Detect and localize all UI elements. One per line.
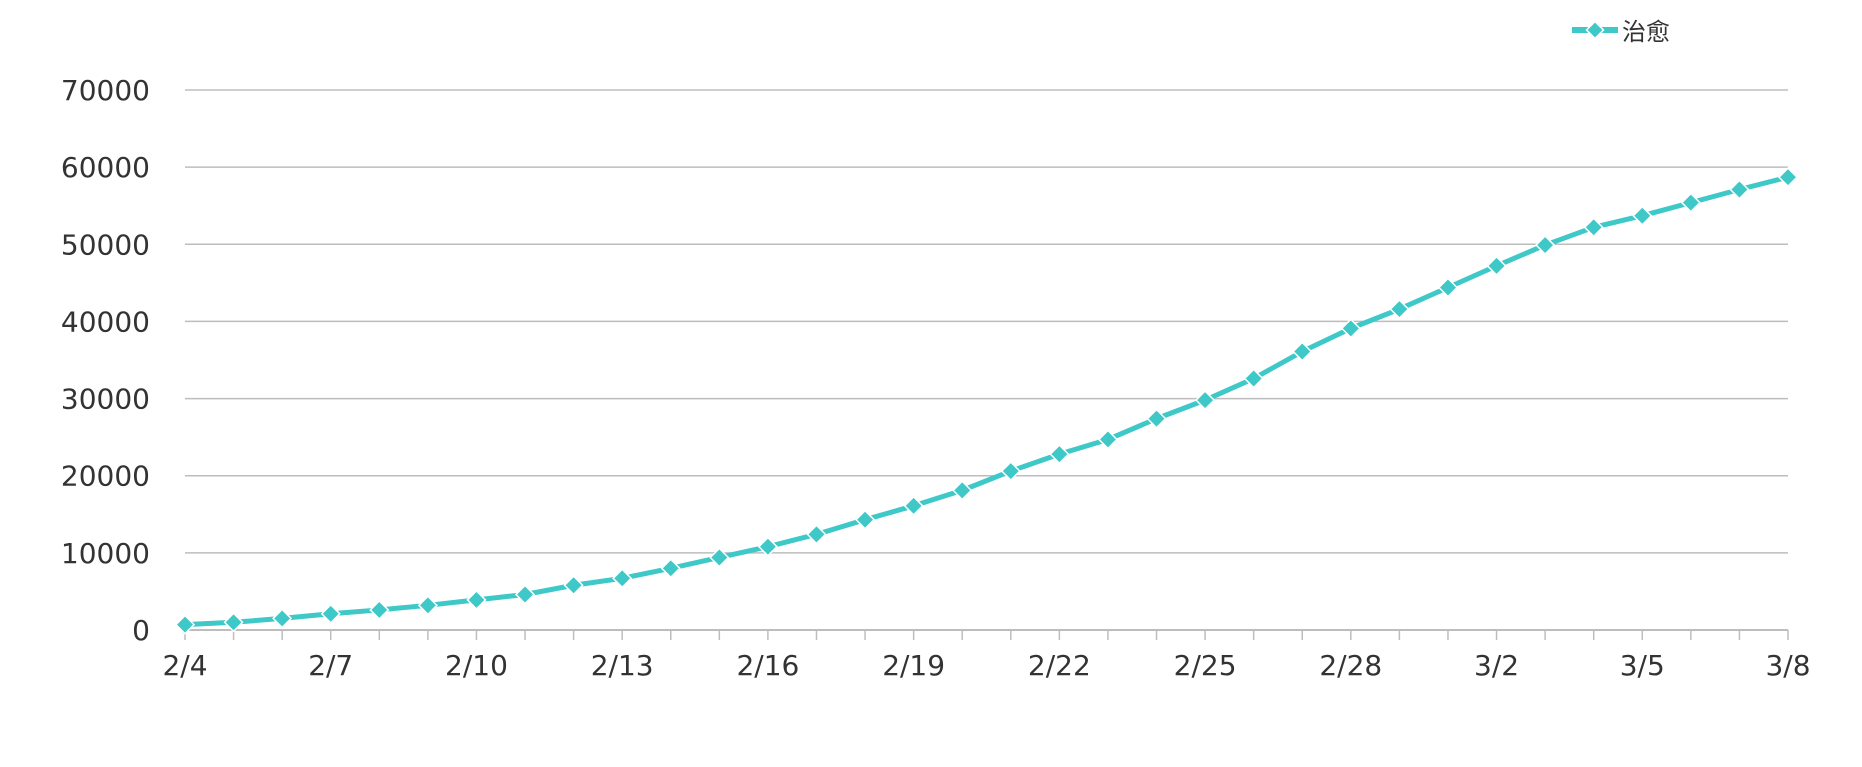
data-point-marker xyxy=(903,495,924,516)
data-point-marker xyxy=(757,536,778,557)
x-tick-label: 2/4 xyxy=(162,649,207,682)
data-point-marker xyxy=(1292,341,1313,362)
x-tick-label: 3/2 xyxy=(1474,649,1519,682)
x-tick-label: 2/7 xyxy=(308,649,353,682)
data-point-marker xyxy=(563,575,584,596)
data-point-marker xyxy=(1097,429,1119,450)
y-tick-label: 40000 xyxy=(61,305,150,338)
x-tick-label: 2/10 xyxy=(445,649,508,682)
y-tick-label: 70000 xyxy=(61,74,150,107)
data-point-marker xyxy=(1146,408,1167,429)
data-point-marker xyxy=(174,614,196,635)
x-tick-label: 2/25 xyxy=(1174,649,1237,682)
data-point-marker xyxy=(320,603,341,624)
data-point-marker xyxy=(1486,255,1507,276)
data-point-marker xyxy=(1583,217,1604,238)
data-point-marker xyxy=(466,589,487,610)
chart-legend: 治愈 xyxy=(1572,12,1670,47)
data-point-marker xyxy=(1680,192,1701,213)
data-point-marker xyxy=(369,599,390,621)
legend-swatch-icon xyxy=(1572,19,1618,40)
y-tick-label: 50000 xyxy=(61,228,150,261)
data-point-marker xyxy=(855,509,876,530)
y-tick-label: 60000 xyxy=(61,151,150,184)
data-point-marker xyxy=(1632,205,1653,226)
legend-label: 治愈 xyxy=(1622,18,1670,46)
data-point-marker xyxy=(1535,234,1556,256)
data-point-marker xyxy=(514,584,536,605)
data-point-marker xyxy=(806,524,827,545)
data-point-marker xyxy=(1340,318,1361,339)
data-point-marker xyxy=(1000,461,1021,482)
y-tick-label: 30000 xyxy=(61,383,150,416)
data-point-marker xyxy=(1729,179,1750,200)
x-tick-label: 2/13 xyxy=(591,649,654,682)
y-tick-label: 20000 xyxy=(61,460,150,493)
data-point-marker xyxy=(660,558,681,579)
x-tick-label: 3/8 xyxy=(1765,649,1810,682)
data-point-marker xyxy=(1777,167,1799,188)
data-point-marker xyxy=(1243,368,1264,389)
y-tick-label: 0 xyxy=(132,614,150,647)
data-point-marker xyxy=(952,480,973,501)
data-point-marker xyxy=(1049,444,1070,465)
y-tick-label: 10000 xyxy=(61,537,150,570)
x-tick-label: 2/28 xyxy=(1319,649,1382,682)
data-point-marker xyxy=(1195,390,1216,411)
data-point-marker xyxy=(1389,299,1410,320)
data-point-marker xyxy=(612,568,633,589)
data-point-marker xyxy=(223,612,244,633)
series-line xyxy=(182,174,1791,628)
x-tick-label: 3/5 xyxy=(1620,649,1665,682)
x-tick-label: 2/19 xyxy=(882,649,945,682)
x-tick-label: 2/22 xyxy=(1028,649,1091,682)
data-point-marker xyxy=(709,547,730,568)
data-point-marker xyxy=(417,595,438,616)
data-point-marker xyxy=(1437,277,1459,298)
x-tick-label: 2/16 xyxy=(736,649,799,682)
data-point-marker xyxy=(272,608,293,629)
